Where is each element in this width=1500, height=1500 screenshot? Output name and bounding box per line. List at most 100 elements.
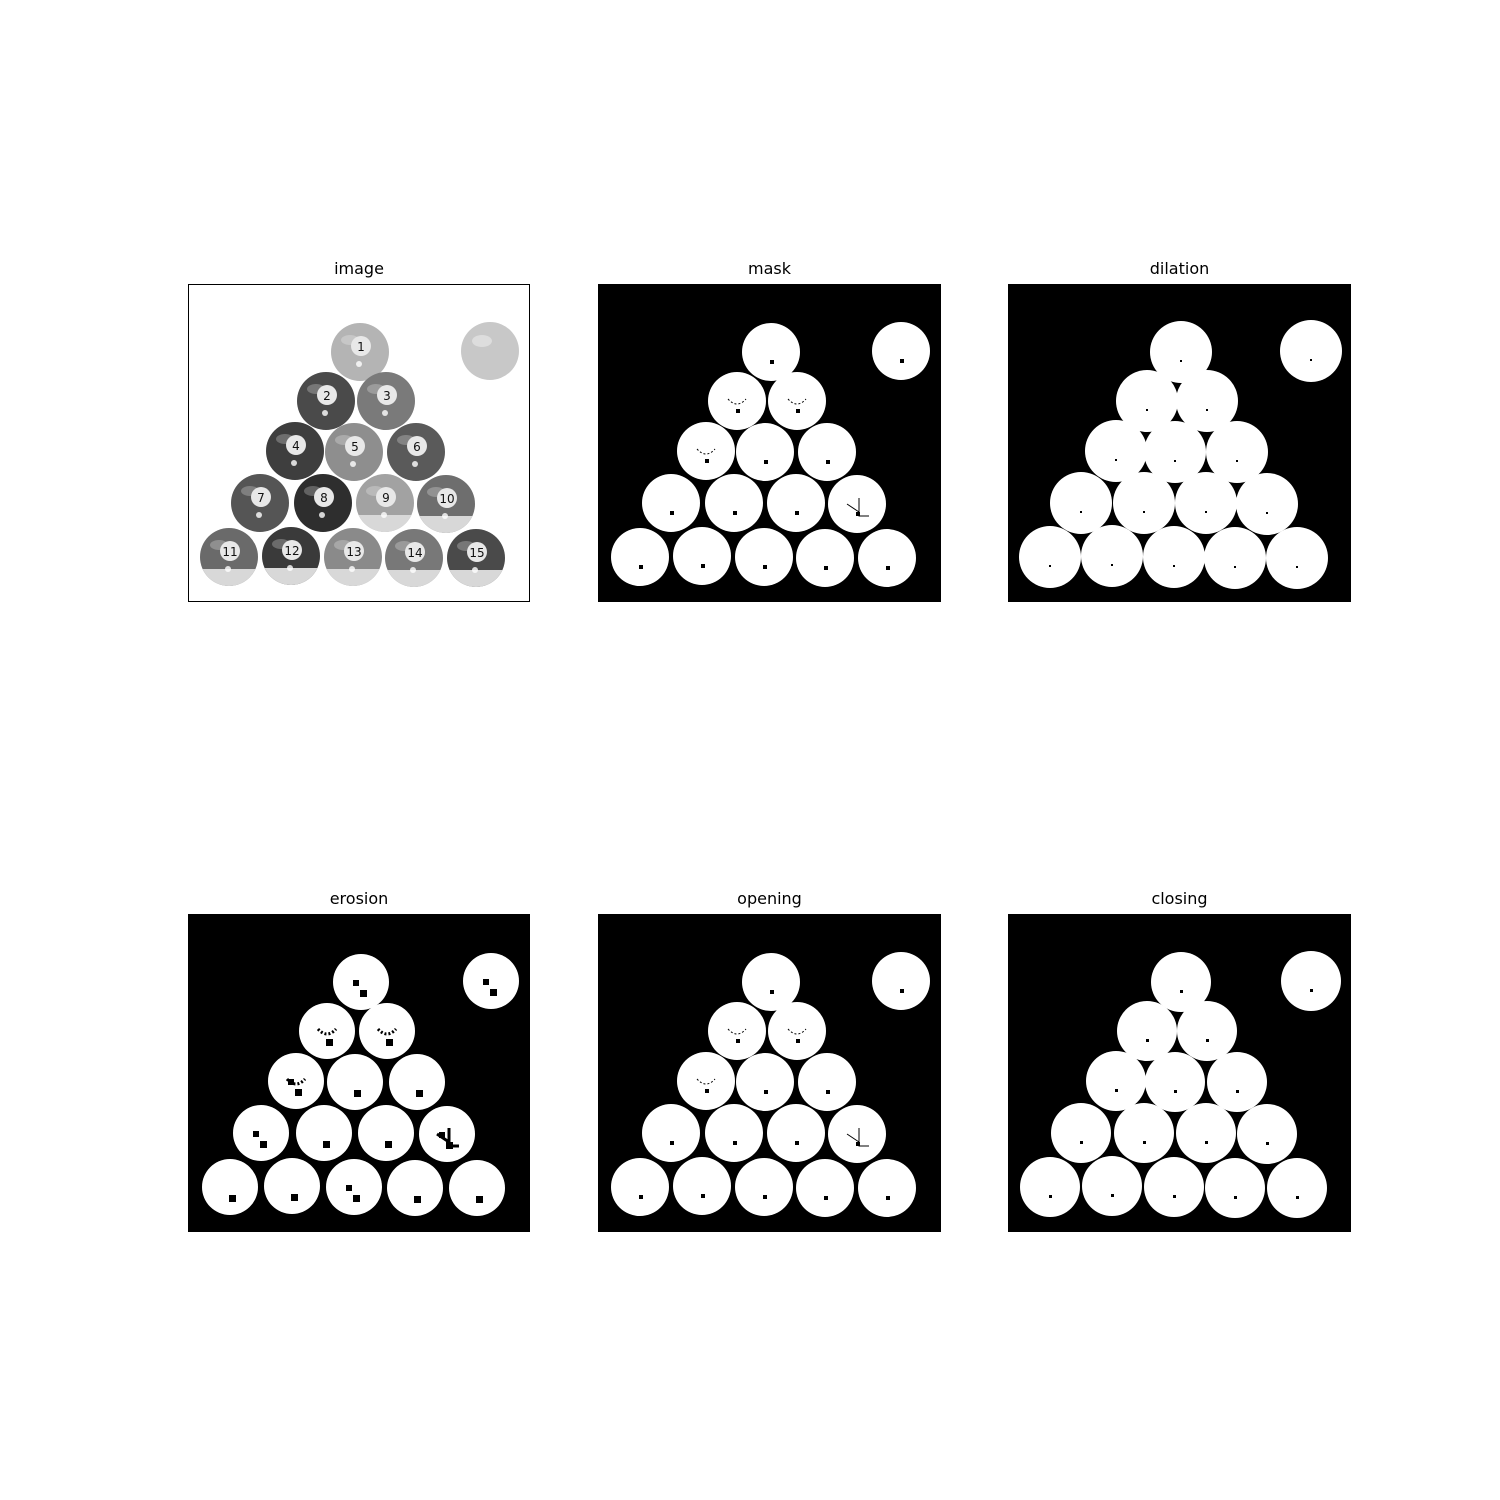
ball-blob [1114,1103,1174,1163]
mask-canvas [598,284,941,602]
ball-blob [1081,525,1143,587]
ball-blob [1176,370,1238,432]
ball-blob [768,372,826,430]
ball-number: 1 [357,340,365,354]
pool-ball: 2 [297,372,355,430]
blob-hole [346,1185,352,1191]
ball-blob [1086,1051,1146,1111]
opening-canvas [598,914,941,1232]
ball-blob [742,953,800,1011]
ball-blob [796,529,854,587]
ball-stripe-band [262,568,320,585]
ball-stripe-band [447,570,505,587]
panel-title-closing: closing [1151,889,1208,908]
pool-ball: 4 [266,422,324,480]
blob-hole [295,1089,302,1096]
ball-number: 7 [257,491,265,505]
blob-hole [1111,564,1113,566]
ball-blob [1145,1052,1205,1112]
ball-blob [387,1160,443,1216]
blob-hole [856,1142,860,1146]
ball-spot [382,410,388,416]
pool-ball: 11 [200,528,258,586]
blob-hole [1080,511,1082,513]
ball-blob [268,1053,324,1109]
ball-number-disc [251,487,271,507]
ball-blob [1144,421,1206,483]
blob-crack [787,1028,807,1035]
blob-hole [1146,409,1148,411]
ball-blob [735,1158,793,1216]
ball-blob [1050,472,1112,534]
blob-hole [1266,1142,1269,1145]
blob-hole [796,1039,800,1043]
blob-hole [1236,1090,1239,1093]
panel-erosion: erosion [188,890,530,1232]
blob-hole [764,460,768,464]
blob-hole [260,1141,267,1148]
ball-blob [1151,952,1211,1012]
ball-number: 14 [407,546,422,560]
ball-spot [472,567,478,573]
ball-blob [299,1003,355,1059]
ball-blob [611,1158,669,1216]
pool-ball: 14 [385,529,443,587]
pool-ball: 7 [231,474,289,532]
ball-number: 2 [323,389,331,403]
ball-blob [828,475,886,533]
panel-mask: mask [598,260,941,602]
ball-spot [287,565,293,571]
blob-hole [795,1141,799,1145]
ball-spot [412,461,418,467]
ball-blob [1116,370,1178,432]
blob-hole [856,512,860,516]
ball-spot [256,512,262,518]
blob-hole [670,1141,674,1145]
blob-hole [323,1141,330,1148]
blob-hole [770,990,774,994]
ball-number-disc [345,436,365,456]
ball-number-disc [286,435,306,455]
blob-hole [253,1131,259,1137]
blob-hole [385,1141,392,1148]
blob-hole [1146,1039,1149,1042]
ball-blob [327,1054,383,1110]
pool-ball: 3 [357,372,415,430]
ball-blob [735,528,793,586]
ball-blob [1085,420,1147,482]
ball-blob [736,1053,794,1111]
ball-blob [708,1002,766,1060]
blob-hole [1234,566,1236,568]
ball-stripe-band [356,515,414,532]
ball-number-disc [467,542,487,562]
blob-hole [796,409,800,413]
ball-blob [768,1002,826,1060]
ball-spot [319,512,325,518]
ball-spot [350,461,356,467]
blob-crack [846,1128,869,1147]
ball-blob [1237,1104,1297,1164]
ball-blob [1236,473,1298,535]
pool-ball: 10 [417,475,475,533]
ball-number-disc [344,541,364,561]
ball-blob [1177,1001,1237,1061]
ball-spot [442,513,448,519]
ball-blob [1207,1052,1267,1112]
blob-hole [705,1089,709,1093]
ball-number: 8 [320,491,328,505]
blob-hole [291,1194,298,1201]
ball-number: 3 [383,389,391,403]
cue-ball [461,322,519,380]
panel-title-mask: mask [748,259,791,278]
ball-number-disc [351,336,371,356]
blob-hole [824,566,828,570]
blob-hole [1266,512,1268,514]
ball-number: 9 [382,491,390,505]
blob-hole [354,1090,361,1097]
blob-hole [360,990,367,997]
blob-hole [763,565,767,569]
blob-hole [1049,1195,1052,1198]
ball-number: 5 [351,440,359,454]
ball-blob [1082,1156,1142,1216]
ball-blob [677,422,735,480]
